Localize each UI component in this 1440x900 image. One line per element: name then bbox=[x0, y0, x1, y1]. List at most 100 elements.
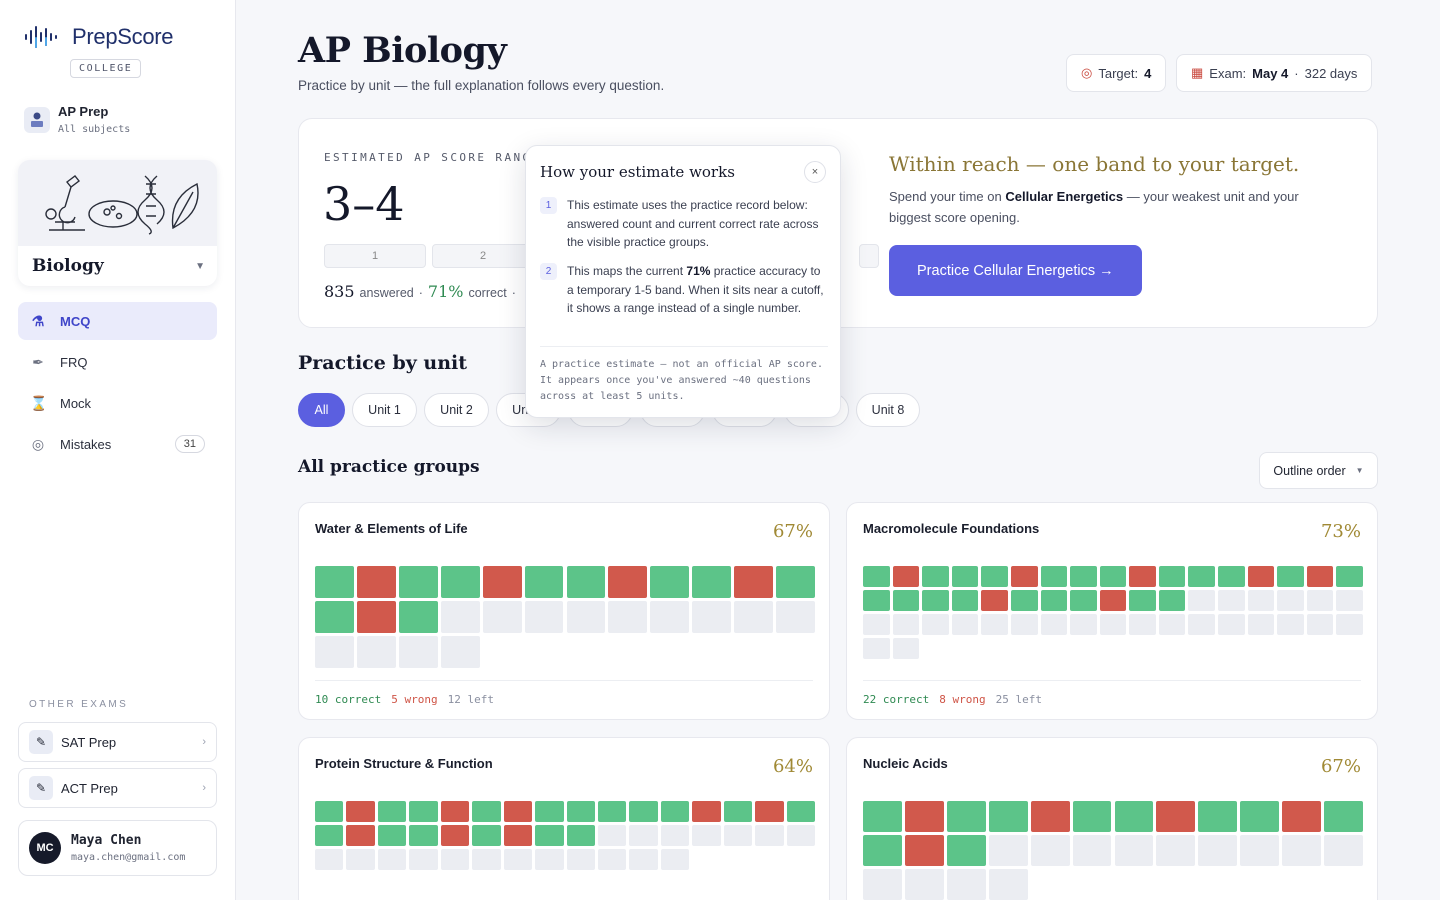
question-correct[interactable] bbox=[315, 825, 344, 846]
question-unanswered[interactable] bbox=[1129, 614, 1156, 635]
question-unanswered[interactable] bbox=[346, 849, 375, 870]
question-correct[interactable] bbox=[1099, 566, 1127, 587]
question-correct[interactable] bbox=[892, 590, 920, 611]
question-unanswered[interactable] bbox=[1114, 835, 1154, 866]
question-correct[interactable] bbox=[1129, 590, 1156, 611]
question-correct[interactable] bbox=[1198, 801, 1238, 832]
question-unanswered[interactable] bbox=[1070, 614, 1097, 635]
question-correct[interactable] bbox=[922, 566, 949, 587]
question-correct[interactable] bbox=[863, 590, 890, 611]
question-correct[interactable] bbox=[946, 835, 986, 866]
sort-order-dropdown[interactable]: Outline order ▼ bbox=[1259, 452, 1378, 489]
question-wrong[interactable] bbox=[503, 825, 533, 846]
question-correct[interactable] bbox=[650, 566, 690, 598]
practice-group-card[interactable]: Nucleic Acids 67% bbox=[846, 737, 1378, 900]
question-correct[interactable] bbox=[629, 801, 658, 822]
question-unanswered[interactable] bbox=[608, 601, 648, 633]
question-unanswered[interactable] bbox=[734, 601, 774, 633]
question-unanswered[interactable] bbox=[922, 614, 949, 635]
question-unanswered[interactable] bbox=[892, 638, 920, 659]
chip-unit-8[interactable]: Unit 8 bbox=[856, 393, 920, 427]
question-correct[interactable] bbox=[1218, 566, 1245, 587]
question-correct[interactable] bbox=[315, 801, 344, 822]
question-correct[interactable] bbox=[786, 801, 815, 822]
exam-date-pill[interactable]: ▦ Exam: May 4 · 322 days bbox=[1176, 54, 1373, 92]
question-wrong[interactable] bbox=[904, 801, 944, 832]
question-wrong[interactable] bbox=[904, 835, 944, 866]
question-correct[interactable] bbox=[398, 566, 438, 598]
question-unanswered[interactable] bbox=[1218, 590, 1245, 611]
practice-group-card[interactable]: Protein Structure & Function 64% bbox=[298, 737, 830, 900]
question-wrong[interactable] bbox=[608, 566, 648, 598]
other-exam-act[interactable]: ✎ ACT Prep › bbox=[18, 768, 217, 808]
subject-card[interactable]: Biology ▼ bbox=[18, 160, 217, 286]
question-correct[interactable] bbox=[863, 801, 902, 832]
question-correct[interactable] bbox=[660, 801, 690, 822]
question-correct[interactable] bbox=[440, 566, 480, 598]
question-correct[interactable] bbox=[1188, 566, 1216, 587]
question-unanswered[interactable] bbox=[1198, 835, 1238, 866]
question-wrong[interactable] bbox=[440, 825, 470, 846]
question-correct[interactable] bbox=[951, 590, 979, 611]
question-unanswered[interactable] bbox=[482, 601, 522, 633]
question-unanswered[interactable] bbox=[1218, 614, 1245, 635]
other-exam-sat[interactable]: ✎ SAT Prep › bbox=[18, 722, 217, 762]
question-correct[interactable] bbox=[922, 590, 949, 611]
question-wrong[interactable] bbox=[1099, 590, 1127, 611]
question-wrong[interactable] bbox=[1282, 801, 1322, 832]
question-unanswered[interactable] bbox=[1282, 835, 1322, 866]
question-unanswered[interactable] bbox=[1156, 835, 1196, 866]
question-unanswered[interactable] bbox=[1030, 835, 1070, 866]
question-unanswered[interactable] bbox=[315, 636, 354, 668]
question-wrong[interactable] bbox=[440, 801, 470, 822]
question-correct[interactable] bbox=[951, 566, 979, 587]
question-unanswered[interactable] bbox=[1247, 614, 1275, 635]
question-wrong[interactable] bbox=[346, 825, 375, 846]
question-wrong[interactable] bbox=[1129, 566, 1156, 587]
question-correct[interactable] bbox=[1158, 590, 1186, 611]
question-correct[interactable] bbox=[535, 801, 564, 822]
question-correct[interactable] bbox=[566, 566, 606, 598]
question-unanswered[interactable] bbox=[597, 825, 627, 846]
question-correct[interactable] bbox=[1040, 566, 1068, 587]
close-icon[interactable]: × bbox=[804, 161, 826, 183]
question-unanswered[interactable] bbox=[863, 869, 902, 900]
question-unanswered[interactable] bbox=[981, 614, 1008, 635]
question-wrong[interactable] bbox=[346, 801, 375, 822]
question-wrong[interactable] bbox=[1247, 566, 1275, 587]
question-unanswered[interactable] bbox=[660, 849, 690, 870]
question-wrong[interactable] bbox=[482, 566, 522, 598]
question-unanswered[interactable] bbox=[946, 869, 986, 900]
question-unanswered[interactable] bbox=[1158, 614, 1186, 635]
practice-group-card[interactable]: Macromolecule Foundations 73% 22 correct… bbox=[846, 502, 1378, 720]
question-unanswered[interactable] bbox=[566, 601, 606, 633]
question-unanswered[interactable] bbox=[398, 636, 438, 668]
question-unanswered[interactable] bbox=[440, 601, 480, 633]
question-unanswered[interactable] bbox=[988, 835, 1028, 866]
question-wrong[interactable] bbox=[356, 566, 396, 598]
question-unanswered[interactable] bbox=[1072, 835, 1112, 866]
question-correct[interactable] bbox=[723, 801, 753, 822]
question-correct[interactable] bbox=[1336, 566, 1363, 587]
question-wrong[interactable] bbox=[692, 801, 721, 822]
question-correct[interactable] bbox=[863, 835, 902, 866]
question-unanswered[interactable] bbox=[440, 849, 470, 870]
question-correct[interactable] bbox=[409, 825, 438, 846]
question-correct[interactable] bbox=[692, 566, 732, 598]
question-unanswered[interactable] bbox=[951, 614, 979, 635]
chip-unit-2[interactable]: Unit 2 bbox=[424, 393, 489, 427]
brand-logo[interactable]: PrepScore bbox=[24, 24, 174, 50]
question-correct[interactable] bbox=[315, 601, 354, 633]
question-correct[interactable] bbox=[1114, 801, 1154, 832]
question-correct[interactable] bbox=[472, 825, 501, 846]
question-unanswered[interactable] bbox=[566, 849, 595, 870]
question-correct[interactable] bbox=[377, 801, 407, 822]
question-correct[interactable] bbox=[1070, 590, 1097, 611]
question-wrong[interactable] bbox=[1030, 801, 1070, 832]
question-correct[interactable] bbox=[776, 566, 815, 598]
question-wrong[interactable] bbox=[356, 601, 396, 633]
estimate-label[interactable]: ESTIMATED AP SCORE RANGE bbox=[324, 151, 541, 164]
question-unanswered[interactable] bbox=[629, 849, 658, 870]
practice-weakest-unit-button[interactable]: Practice Cellular Energetics → bbox=[889, 245, 1142, 296]
user-account[interactable]: MC Maya Chen maya.chen@gmail.com bbox=[18, 820, 217, 876]
